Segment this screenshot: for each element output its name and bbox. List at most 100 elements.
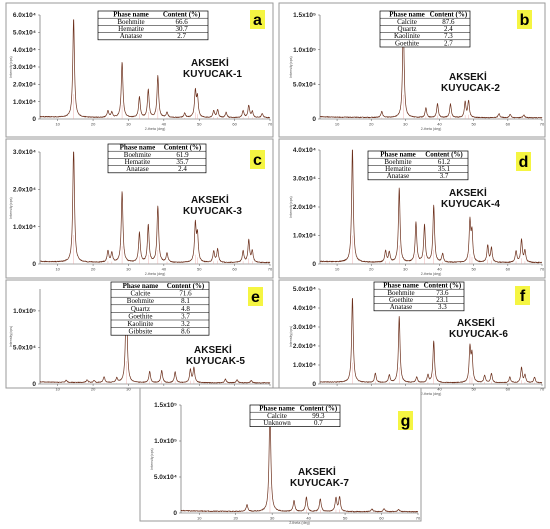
y-axis-title: Intensity(cps) — [289, 326, 293, 347]
x-tick-label: 60 — [506, 122, 511, 127]
x-tick-label: 30 — [126, 267, 131, 272]
panel-frame — [5, 138, 274, 279]
y-tick-label: 4.0x10⁴ — [13, 47, 36, 54]
table-cell-content: 66.6 — [175, 18, 188, 26]
x-tick-label: 60 — [232, 122, 237, 127]
panel-letter: a — [253, 12, 262, 29]
table-cell-content: 2.4 — [178, 165, 187, 173]
table-cell-content: 30.7 — [175, 25, 188, 33]
panel-letter-badge — [250, 150, 265, 169]
y-tick-label: 1.5x10⁵ — [293, 12, 316, 19]
y-tick-label: 3.0x10⁴ — [293, 324, 316, 331]
table-border — [110, 281, 210, 336]
table-header-content: Content (%) — [164, 144, 202, 152]
xrd-pattern-line — [39, 291, 271, 384]
x-tick-label: 10 — [335, 122, 340, 127]
table-cell-content: 61.9 — [176, 151, 189, 159]
table-cell-phase: Boehmite — [127, 297, 154, 305]
table-cell-phase: Boehmite — [384, 158, 411, 166]
y-axis-title: Intensity(cps) — [150, 448, 154, 469]
panel-letter: d — [519, 154, 529, 171]
table-cell-content: 3.3 — [438, 303, 447, 311]
xrd-pattern-line — [39, 151, 271, 264]
table-cell-phase: Boehmite — [387, 289, 414, 297]
panel-letter: f — [520, 288, 526, 305]
table-cell-content: 8.1 — [181, 297, 190, 305]
table-cell-phase: Calcite — [267, 412, 287, 420]
table-cell-phase: Hematite — [125, 158, 151, 166]
table-cell-content: 35.1 — [438, 165, 451, 173]
table-cell-phase: Anatase — [387, 172, 410, 180]
table-cell-phase: Boehmite — [117, 18, 144, 26]
x-tick-label: 20 — [91, 267, 96, 272]
table-cell-content: 3.7 — [440, 172, 449, 180]
panel-letter-badge — [250, 10, 265, 29]
phase-table: Phase name Content (%) Calcite 99.3 Unknown 0… — [249, 405, 341, 427]
phase-table: Phase name Content (%) Boehmite 73.6 Goethit… — [373, 282, 465, 311]
panel-g: 0 5.0x10⁴ 1.0x10⁵ 1.5x10⁵ 10 20 30 40 50 60 70 2-th… — [139, 387, 422, 525]
x-tick-label: 20 — [369, 267, 374, 272]
y-tick-label: 1.5x10⁵ — [154, 402, 177, 409]
x-tick-label: 20 — [233, 516, 238, 521]
panel-letter-badge — [398, 411, 413, 430]
table-cell-content: 2.7 — [444, 39, 453, 47]
y-tick-label: 5.0x10⁴ — [293, 286, 316, 293]
site-label-line: KUYUCAK-3 — [183, 206, 242, 217]
panel-letter: e — [251, 289, 260, 306]
table-cell-content: 8.6 — [181, 328, 190, 336]
y-tick-label: 2.0x10⁴ — [293, 343, 316, 350]
panel-letter: g — [401, 413, 411, 430]
table-cell-content: 3.7 — [181, 312, 190, 320]
y-tick-label: 1.0x10⁵ — [154, 438, 177, 445]
y-tick-label: 0 — [312, 116, 316, 123]
table-cell-content: 2.7 — [177, 32, 186, 40]
table-cell-phase: Kaolinite — [394, 32, 420, 40]
table-cell-phase: Hematite — [385, 165, 411, 173]
y-tick-label: 5.0x10⁴ — [154, 474, 177, 481]
panel-letter: c — [253, 152, 262, 169]
x-tick-label: 70 — [540, 122, 545, 127]
x-tick-label: 70 — [540, 267, 545, 272]
x-tick-label: 70 — [540, 387, 545, 392]
table-cell-phase: Anatase — [120, 32, 143, 40]
y-tick-label: 3.0x10⁴ — [13, 149, 36, 156]
table-header-content: Content (%) — [167, 282, 205, 290]
panel-letter-badge — [517, 10, 532, 29]
x-tick-label: 30 — [403, 267, 408, 272]
table-header-phase: Phase name — [383, 282, 419, 290]
table-cell-content: 23.1 — [436, 296, 449, 304]
table-cell-content: 71.6 — [179, 290, 192, 298]
panel-d: 0 1.0x10⁴ 2.0x10⁴ 3.0x10⁴ 4.0x10⁴ 10 20 30 40 50 6… — [278, 138, 546, 279]
phase-table: Phase name Content (%) Calcite 71.6 Boehmite… — [110, 281, 210, 336]
x-tick-label: 70 — [268, 267, 273, 272]
x-tick-label: 40 — [162, 267, 167, 272]
site-label-line: KUYUCAK-5 — [186, 356, 245, 367]
phase-table: Phase name Content (%) Boehmite 61.2 Hematit… — [367, 151, 469, 180]
table-cell-content: 35.7 — [176, 158, 189, 166]
y-tick-label: 6.0x10⁴ — [13, 12, 36, 19]
y-tick-label: 2.0x10⁴ — [293, 204, 316, 211]
y-axis-title: Intensity(cps) — [289, 196, 293, 217]
table-header-content: Content (%) — [430, 11, 468, 19]
x-tick-label: 60 — [506, 387, 511, 392]
table-header-phase: Phase name — [113, 11, 149, 19]
y-tick-label: 5.0x10⁴ — [13, 30, 36, 37]
x-axis-title: 2-theta (deg) — [421, 127, 442, 131]
site-label-line: AKSEKİ — [298, 465, 336, 478]
table-cell-content: 99.3 — [312, 412, 325, 420]
site-label-line: AKSEKİ — [449, 70, 487, 83]
y-tick-label: 1.0x10⁴ — [13, 224, 36, 231]
panel-letter-badge — [516, 152, 531, 171]
x-axis-title: 2-theta (deg) — [421, 272, 442, 276]
x-axis-title: 2-theta (deg) — [145, 127, 166, 131]
x-tick-label: 50 — [471, 267, 476, 272]
table-cell-content: 4.8 — [181, 305, 190, 313]
y-tick-label: 0 — [32, 261, 36, 268]
site-label-line: AKSEKİ — [457, 316, 495, 329]
y-tick-label: 2.0x10⁴ — [13, 82, 36, 89]
table-cell-phase: Anatase — [390, 303, 413, 311]
x-tick-label: 60 — [379, 516, 384, 521]
table-border — [379, 10, 471, 48]
y-tick-label: 5.0x10⁴ — [293, 82, 316, 89]
xrd-pattern-line — [319, 20, 543, 119]
